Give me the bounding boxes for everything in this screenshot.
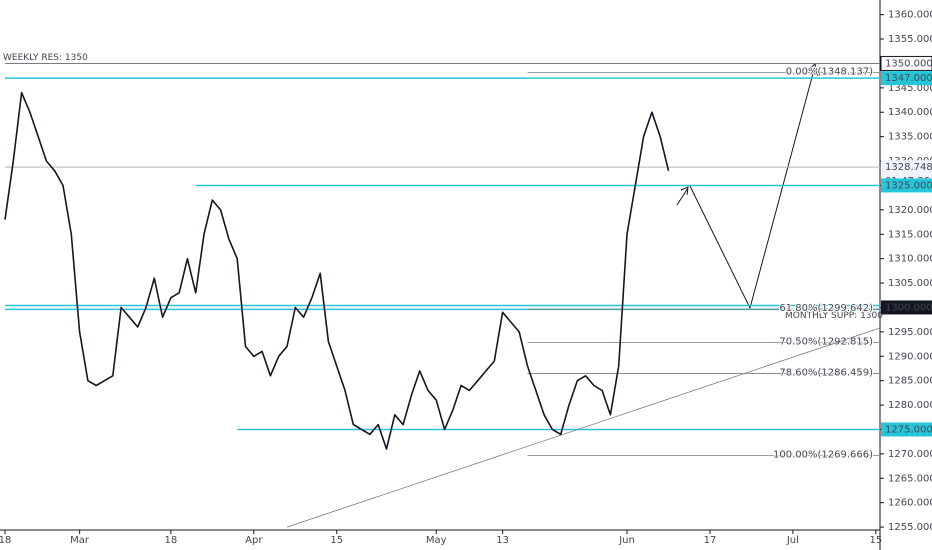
projection-path — [689, 65, 816, 310]
fib-label: 0.00%(1348.137) — [786, 67, 873, 78]
x-tick-label: 15 — [869, 535, 882, 546]
y-tick-label: 1315.000 — [888, 229, 932, 240]
price-label: 1275.000 — [885, 424, 932, 435]
y-tick-label: 1285.000 — [888, 376, 932, 387]
price-label-box — [880, 55, 932, 71]
y-tick-label: 1290.000 — [888, 351, 932, 362]
level-label: MONTHLY SUPP: 1300 — [785, 311, 883, 321]
price-label-box — [881, 178, 932, 193]
arrow-head — [805, 63, 819, 77]
y-tick-label: 1305.000 — [888, 278, 932, 289]
y-tick-label: 1360.000 — [888, 10, 932, 21]
y-tick-label: 1345.000 — [888, 83, 932, 94]
x-tick-label: 15 — [330, 535, 343, 546]
y-tick-label: 1340.000 — [888, 107, 932, 118]
y-tick-label: 1310.000 — [888, 254, 932, 265]
price-line — [4, 91, 670, 450]
price-label-box — [881, 71, 932, 86]
trendline — [286, 327, 881, 528]
level-label: WEEKLY RES: 1350 — [3, 53, 88, 63]
y-tick-label: 1270.000 — [888, 449, 932, 460]
x-tick-label: 18 — [0, 535, 11, 546]
x-tick-label: 18 — [164, 535, 177, 546]
y-tick-label: 1255.000 — [888, 522, 932, 533]
fib-label: 61.80%(1299.642) — [779, 303, 873, 314]
x-tick-label: Apr — [245, 535, 263, 546]
x-tick-label: 17 — [704, 535, 717, 546]
y-tick-label: 1260.000 — [888, 498, 932, 509]
price-label: 1300.000 — [885, 302, 932, 313]
y-tick-label: 1335.000 — [888, 132, 932, 143]
drawn-arrows — [676, 63, 819, 310]
small-arrow — [676, 186, 689, 206]
price-label: 1350.000 — [885, 58, 932, 69]
x-tick-label: Mar — [70, 535, 90, 546]
fib-label: 78.60%(1286.459) — [779, 368, 873, 379]
fib-label: 100.00%(1269.666) — [773, 449, 873, 460]
x-tick-label: Jun — [618, 535, 635, 546]
y-tick-label: 1280.000 — [888, 400, 932, 411]
x-tick-label: 13 — [496, 535, 509, 546]
y-tick-label: 1355.000 — [888, 34, 932, 45]
y-tick-label: 1265.000 — [888, 473, 932, 484]
price-label: 1328.748 — [885, 162, 932, 173]
y-tick-label: 1295.000 — [888, 327, 932, 338]
x-tick-label: Jul — [786, 535, 799, 546]
y-tick-label: 1320.000 — [888, 205, 932, 216]
x-tick-label: May — [426, 535, 447, 546]
price-label: 1325.000 — [885, 180, 932, 191]
fib-label: 70.50%(1292.815) — [779, 337, 873, 348]
price-label-box — [881, 160, 932, 175]
price-label-box — [881, 300, 932, 315]
price-label-box — [881, 422, 932, 437]
price-label: 1347.000 — [885, 73, 932, 84]
